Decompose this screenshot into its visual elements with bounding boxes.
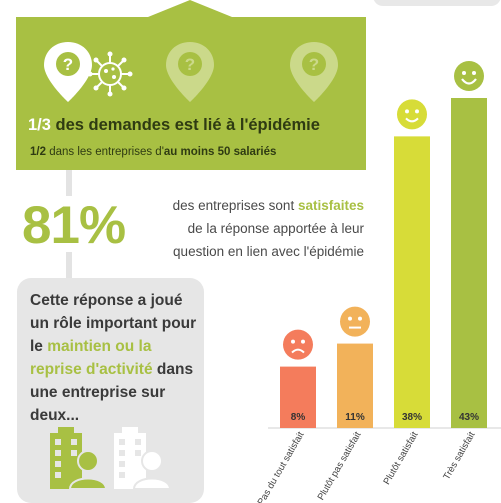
building-person-icon: [114, 427, 172, 490]
bar-value-label: 43%: [459, 412, 479, 423]
question-pin-virus-icon: ?: [44, 42, 133, 102]
subline: 1/2 dans les entreprises d'au moins 50 s…: [30, 146, 276, 158]
buildings-row: [50, 427, 172, 490]
headline-fraction: 1/3: [28, 116, 51, 134]
satisfaction-line3: question en lien avec l'épidémie: [173, 244, 364, 259]
category-label: Plutôt satisfait: [382, 430, 421, 487]
satisfaction-line1: des entreprises sont: [172, 198, 298, 213]
bar-value-label: 38%: [402, 412, 422, 423]
subline-strong: au moins 50 salariés: [163, 146, 277, 158]
satisfaction-bar-chart: 8% Pas du tout satisfait 11% Plutôt pas sat…: [256, 61, 501, 503]
subline-text: dans les entreprises d': [46, 146, 164, 158]
svg-text:?: ?: [309, 55, 319, 74]
connector-line: [66, 252, 72, 278]
neutral-face-icon: [340, 306, 370, 337]
category-label: Plutôt pas satisfait: [316, 430, 364, 503]
category-label: Très satisfait: [441, 430, 477, 482]
satisfaction-text: des entreprises sont satisfaites de la r…: [138, 194, 364, 263]
smile-face-icon: [397, 99, 427, 130]
bar-3: [394, 136, 430, 428]
bar-1: [280, 366, 316, 428]
impact-text-part2: dans une entreprise sur deux...: [30, 361, 194, 424]
headline-text: des demandes est lié à l'épidémie: [50, 116, 320, 134]
icon-row: ? ? ?: [44, 42, 338, 102]
question-pin-icon: ?: [166, 42, 214, 102]
bar-4: [451, 98, 487, 428]
sad-face-icon: [283, 329, 313, 360]
satisfaction-line2: de la réponse apportée à leur: [187, 221, 364, 236]
happy-face-icon: [454, 61, 484, 91]
satisfaction-highlight: satisfaites: [297, 198, 364, 213]
top-block-notch: [148, 0, 232, 17]
impact-text: Cette réponse a joué un rôle important p…: [30, 289, 200, 427]
category-label: Pas du tout satisfait: [256, 430, 307, 503]
bar-2: [337, 343, 373, 428]
satisfaction-percent: 81%: [22, 196, 126, 255]
bar-value-label: 11%: [345, 412, 365, 423]
headline: 1/3 des demandes est lié à l'épidémie: [28, 116, 368, 135]
impact-highlight: maintien ou la reprise d'activité: [30, 338, 153, 378]
impact-box: [17, 278, 204, 503]
subline-fraction: 1/2: [30, 146, 46, 158]
svg-text:?: ?: [63, 55, 73, 74]
question-pin-icon: ?: [290, 42, 338, 102]
connector-line: [66, 170, 72, 196]
svg-text:?: ?: [185, 55, 195, 74]
building-person-icon: [50, 427, 108, 490]
top-grey-pill: [373, 0, 501, 6]
bar-value-label: 8%: [291, 412, 306, 423]
impact-text-part1: Cette réponse a joué un rôle important p…: [30, 292, 197, 355]
